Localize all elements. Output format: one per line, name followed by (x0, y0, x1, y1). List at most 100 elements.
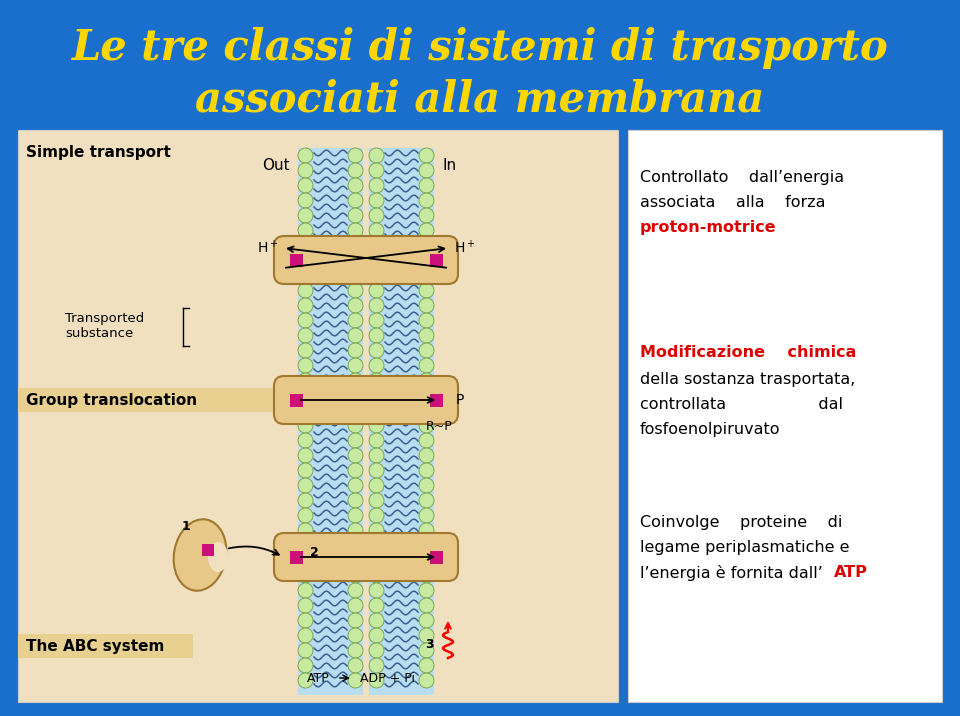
Text: l’energia è fornita dall’: l’energia è fornita dall’ (640, 565, 823, 581)
Circle shape (348, 298, 363, 313)
Circle shape (419, 163, 434, 178)
Circle shape (419, 238, 434, 253)
Circle shape (419, 388, 434, 403)
Circle shape (348, 163, 363, 178)
FancyBboxPatch shape (274, 533, 458, 581)
Circle shape (348, 388, 363, 403)
Bar (429, 394, 443, 407)
Circle shape (298, 553, 313, 568)
Circle shape (369, 493, 384, 508)
Text: H$^+$: H$^+$ (256, 239, 278, 256)
Bar (369, 148, 434, 695)
Circle shape (369, 298, 384, 313)
Circle shape (348, 448, 363, 463)
Text: legame periplasmatiche e: legame periplasmatiche e (640, 540, 850, 555)
Circle shape (369, 313, 384, 328)
Circle shape (298, 538, 313, 553)
Text: Transported
substance: Transported substance (65, 312, 145, 340)
Circle shape (369, 538, 384, 553)
Circle shape (348, 343, 363, 358)
Circle shape (298, 223, 313, 238)
Text: associati alla membrana: associati alla membrana (195, 79, 765, 121)
Circle shape (419, 298, 434, 313)
Circle shape (298, 238, 313, 253)
Circle shape (298, 388, 313, 403)
Ellipse shape (208, 542, 228, 572)
Circle shape (348, 433, 363, 448)
Circle shape (369, 358, 384, 373)
Circle shape (348, 268, 363, 283)
Circle shape (419, 283, 434, 298)
Text: ATP: ATP (306, 672, 329, 684)
Circle shape (419, 193, 434, 208)
Circle shape (298, 418, 313, 433)
Circle shape (298, 508, 313, 523)
Circle shape (298, 433, 313, 448)
Circle shape (348, 208, 363, 223)
Circle shape (298, 193, 313, 208)
Circle shape (348, 253, 363, 268)
Text: ATP: ATP (834, 565, 868, 580)
Circle shape (348, 193, 363, 208)
Circle shape (369, 208, 384, 223)
Bar (298, 148, 363, 695)
Circle shape (369, 553, 384, 568)
Circle shape (369, 328, 384, 343)
Text: 2: 2 (310, 546, 319, 559)
Bar (290, 253, 302, 266)
Bar (429, 551, 443, 563)
Circle shape (369, 673, 384, 688)
Circle shape (348, 403, 363, 418)
Circle shape (298, 673, 313, 688)
Circle shape (369, 388, 384, 403)
Circle shape (369, 523, 384, 538)
Circle shape (419, 448, 434, 463)
Circle shape (348, 523, 363, 538)
Circle shape (348, 583, 363, 598)
Circle shape (369, 568, 384, 583)
Circle shape (348, 643, 363, 658)
Circle shape (419, 373, 434, 388)
Circle shape (348, 538, 363, 553)
Circle shape (369, 598, 384, 613)
Text: 3: 3 (424, 639, 433, 652)
Text: Simple transport: Simple transport (26, 145, 171, 160)
Circle shape (298, 598, 313, 613)
Circle shape (298, 628, 313, 643)
Circle shape (348, 568, 363, 583)
Circle shape (298, 568, 313, 583)
Circle shape (298, 178, 313, 193)
Circle shape (419, 463, 434, 478)
Text: Out: Out (262, 158, 290, 173)
Circle shape (298, 463, 313, 478)
Circle shape (419, 433, 434, 448)
Circle shape (369, 658, 384, 673)
Text: proton-motrice: proton-motrice (640, 220, 777, 235)
Circle shape (298, 358, 313, 373)
Circle shape (348, 148, 363, 163)
Text: fosfoenolpiruvato: fosfoenolpiruvato (640, 422, 780, 437)
Circle shape (348, 508, 363, 523)
Circle shape (369, 193, 384, 208)
Text: controllata                  dal: controllata dal (640, 397, 843, 412)
Circle shape (419, 658, 434, 673)
Circle shape (298, 373, 313, 388)
Circle shape (419, 613, 434, 628)
Circle shape (298, 313, 313, 328)
Text: In: In (442, 158, 456, 173)
Circle shape (298, 643, 313, 658)
Circle shape (419, 478, 434, 493)
Bar (18, 388, 283, 412)
Circle shape (298, 163, 313, 178)
Circle shape (419, 523, 434, 538)
Circle shape (298, 148, 313, 163)
Circle shape (348, 463, 363, 478)
Circle shape (419, 268, 434, 283)
Circle shape (348, 553, 363, 568)
Circle shape (369, 613, 384, 628)
FancyBboxPatch shape (274, 376, 458, 424)
Ellipse shape (174, 519, 227, 591)
Circle shape (348, 328, 363, 343)
Circle shape (298, 253, 313, 268)
Text: Controllato    dall’energia: Controllato dall’energia (640, 170, 844, 185)
